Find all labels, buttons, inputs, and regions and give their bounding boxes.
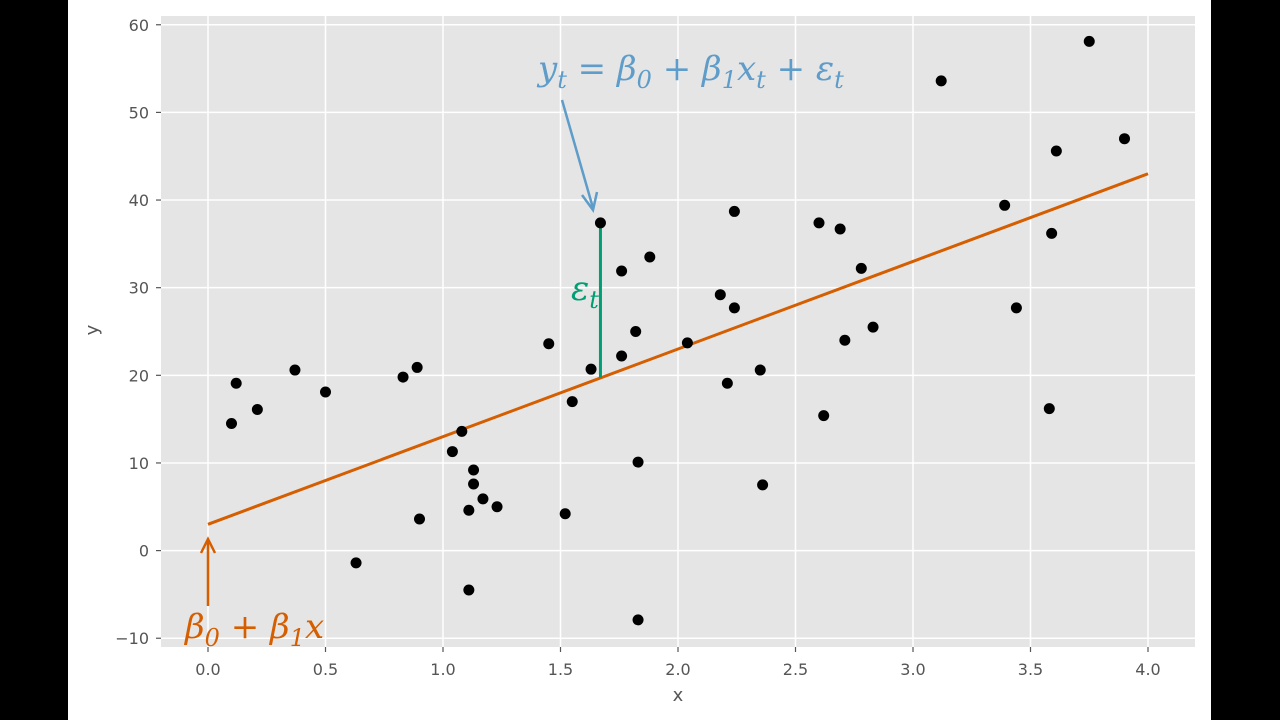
y-tick-label: 10 (129, 454, 149, 473)
intercept-arrow (199, 536, 217, 606)
data-point (226, 418, 237, 430)
data-point (616, 350, 628, 362)
data-point (1083, 35, 1095, 47)
eq-part: + β (652, 49, 722, 89)
data-point (1010, 302, 1022, 314)
data-point (585, 363, 597, 375)
equation-annotation: yt = β0 + β1xt + εt (536, 49, 844, 94)
data-point (463, 504, 475, 516)
data-point (757, 479, 769, 491)
data-point (728, 205, 740, 217)
x-axis-ticks: 0.0 0.5 1.0 1.5 2.0 2.5 3.0 3.5 4.0 (195, 647, 1161, 679)
data-point (320, 386, 331, 398)
data-point (289, 364, 301, 376)
eq-part: t (756, 66, 766, 94)
data-point (411, 361, 423, 373)
eq-part: t (834, 66, 844, 94)
scatter-chart: 0.0 0.5 1.0 1.5 2.0 2.5 3.0 3.5 4.0 −10010203040… (82, 16, 1195, 706)
data-point (630, 326, 642, 337)
data-point (491, 501, 503, 513)
eq-part: x (737, 49, 756, 89)
eq-part: t (557, 66, 567, 94)
data-point (446, 446, 458, 458)
x-tick-label: 4.0 (1135, 660, 1160, 679)
data-point (728, 302, 740, 314)
y-tick-label: 20 (129, 366, 149, 385)
data-point (855, 262, 867, 274)
x-tick-label: 3.5 (1018, 660, 1043, 679)
eq-part: = β (567, 49, 637, 89)
data-point (935, 75, 947, 87)
data-point (594, 217, 606, 229)
data-point (839, 334, 851, 346)
x-tick-label: 2.0 (665, 660, 690, 679)
eq-part: + ε (766, 49, 834, 89)
int-part: β (183, 607, 205, 647)
data-point (754, 364, 766, 376)
data-point (632, 456, 644, 468)
data-point (397, 371, 409, 383)
x-axis-label: x (673, 685, 684, 706)
int-part: + β (220, 607, 290, 647)
data-point (714, 289, 726, 301)
data-point (867, 321, 879, 333)
y-tick-label: −10 (115, 629, 149, 648)
data-point (468, 464, 480, 476)
x-tick-label: 1.5 (548, 660, 573, 679)
data-point (251, 403, 263, 415)
x-tick-label: 3.0 (900, 660, 925, 679)
int-part: 0 (205, 624, 220, 652)
data-point (644, 251, 656, 263)
y-axis-label: y (82, 324, 103, 335)
x-tick-label: 0.0 (195, 660, 220, 679)
int-part: 1 (290, 624, 305, 652)
data-point (632, 614, 644, 626)
y-tick-label: 40 (129, 191, 149, 210)
data-point (559, 508, 571, 520)
int-part: x (305, 607, 324, 647)
x-tick-label: 0.5 (313, 660, 338, 679)
data-point (1046, 227, 1058, 239)
data-point (414, 513, 425, 525)
data-point (1050, 145, 1062, 157)
regression-line (207, 172, 1149, 526)
data-point (1043, 403, 1055, 415)
equation-arrow (560, 99, 599, 213)
eq-part: y (536, 49, 558, 89)
data-points (226, 35, 1130, 626)
res-part: t (589, 286, 599, 314)
data-point (477, 493, 489, 505)
eq-part: 1 (722, 66, 737, 94)
eq-part: 0 (637, 66, 652, 94)
intercept-annotation: β0 + β1x (183, 607, 324, 652)
data-point (456, 425, 468, 437)
data-point (350, 557, 362, 569)
data-point (468, 478, 480, 490)
y-tick-label: 30 (129, 279, 149, 298)
y-tick-label: 0 (139, 542, 149, 561)
data-point (834, 223, 846, 235)
data-point (463, 584, 475, 596)
y-axis-ticks: −10 0 10 20 30 40 50 60 (115, 16, 161, 648)
data-point (566, 396, 578, 408)
data-point (813, 217, 825, 229)
figure-canvas: 0.0 0.5 1.0 1.5 2.0 2.5 3.0 3.5 4.0 −10 0 10 20 30 40… (68, 0, 1211, 720)
data-point (818, 410, 830, 422)
res-part: ε (571, 269, 589, 309)
data-point (230, 377, 242, 389)
grid-lines (161, 16, 1195, 647)
residual-annotation: εt (571, 269, 599, 314)
data-point (1119, 133, 1130, 145)
data-point (543, 338, 555, 350)
x-tick-label: 2.5 (783, 660, 808, 679)
data-point (616, 265, 628, 277)
data-point (721, 377, 733, 389)
y-tick-label: 50 (129, 103, 149, 122)
data-point (681, 337, 693, 349)
y-tick-label: 60 (129, 16, 149, 35)
x-tick-label: 1.0 (430, 660, 455, 679)
data-point (999, 199, 1011, 211)
